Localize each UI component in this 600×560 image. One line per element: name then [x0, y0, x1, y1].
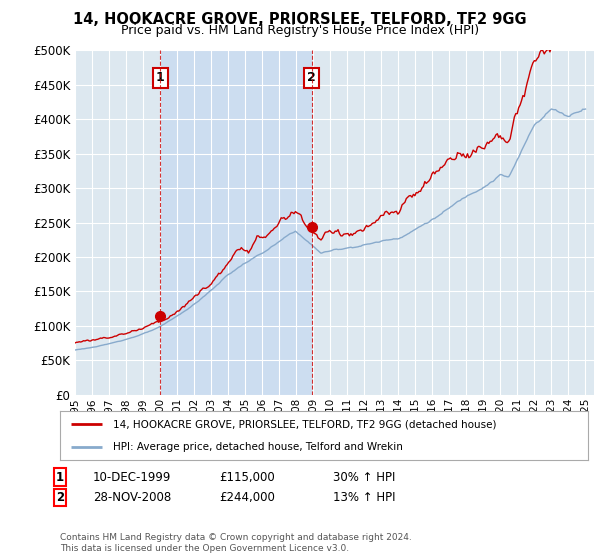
Text: 30% ↑ HPI: 30% ↑ HPI — [333, 470, 395, 484]
Text: 1: 1 — [156, 72, 164, 85]
Text: 1: 1 — [56, 470, 64, 484]
Text: 28-NOV-2008: 28-NOV-2008 — [93, 491, 171, 504]
Text: HPI: Average price, detached house, Telford and Wrekin: HPI: Average price, detached house, Telf… — [113, 442, 403, 452]
Text: £244,000: £244,000 — [219, 491, 275, 504]
Text: Contains HM Land Registry data © Crown copyright and database right 2024.
This d: Contains HM Land Registry data © Crown c… — [60, 533, 412, 553]
Text: 13% ↑ HPI: 13% ↑ HPI — [333, 491, 395, 504]
Text: 10-DEC-1999: 10-DEC-1999 — [93, 470, 172, 484]
Text: £115,000: £115,000 — [219, 470, 275, 484]
Text: 2: 2 — [307, 72, 316, 85]
Text: 14, HOOKACRE GROVE, PRIORSLEE, TELFORD, TF2 9GG (detached house): 14, HOOKACRE GROVE, PRIORSLEE, TELFORD, … — [113, 419, 496, 430]
Bar — [160, 50, 312, 395]
Text: 2: 2 — [56, 491, 64, 504]
Text: Price paid vs. HM Land Registry's House Price Index (HPI): Price paid vs. HM Land Registry's House … — [121, 24, 479, 36]
Text: 14, HOOKACRE GROVE, PRIORSLEE, TELFORD, TF2 9GG: 14, HOOKACRE GROVE, PRIORSLEE, TELFORD, … — [73, 12, 527, 27]
